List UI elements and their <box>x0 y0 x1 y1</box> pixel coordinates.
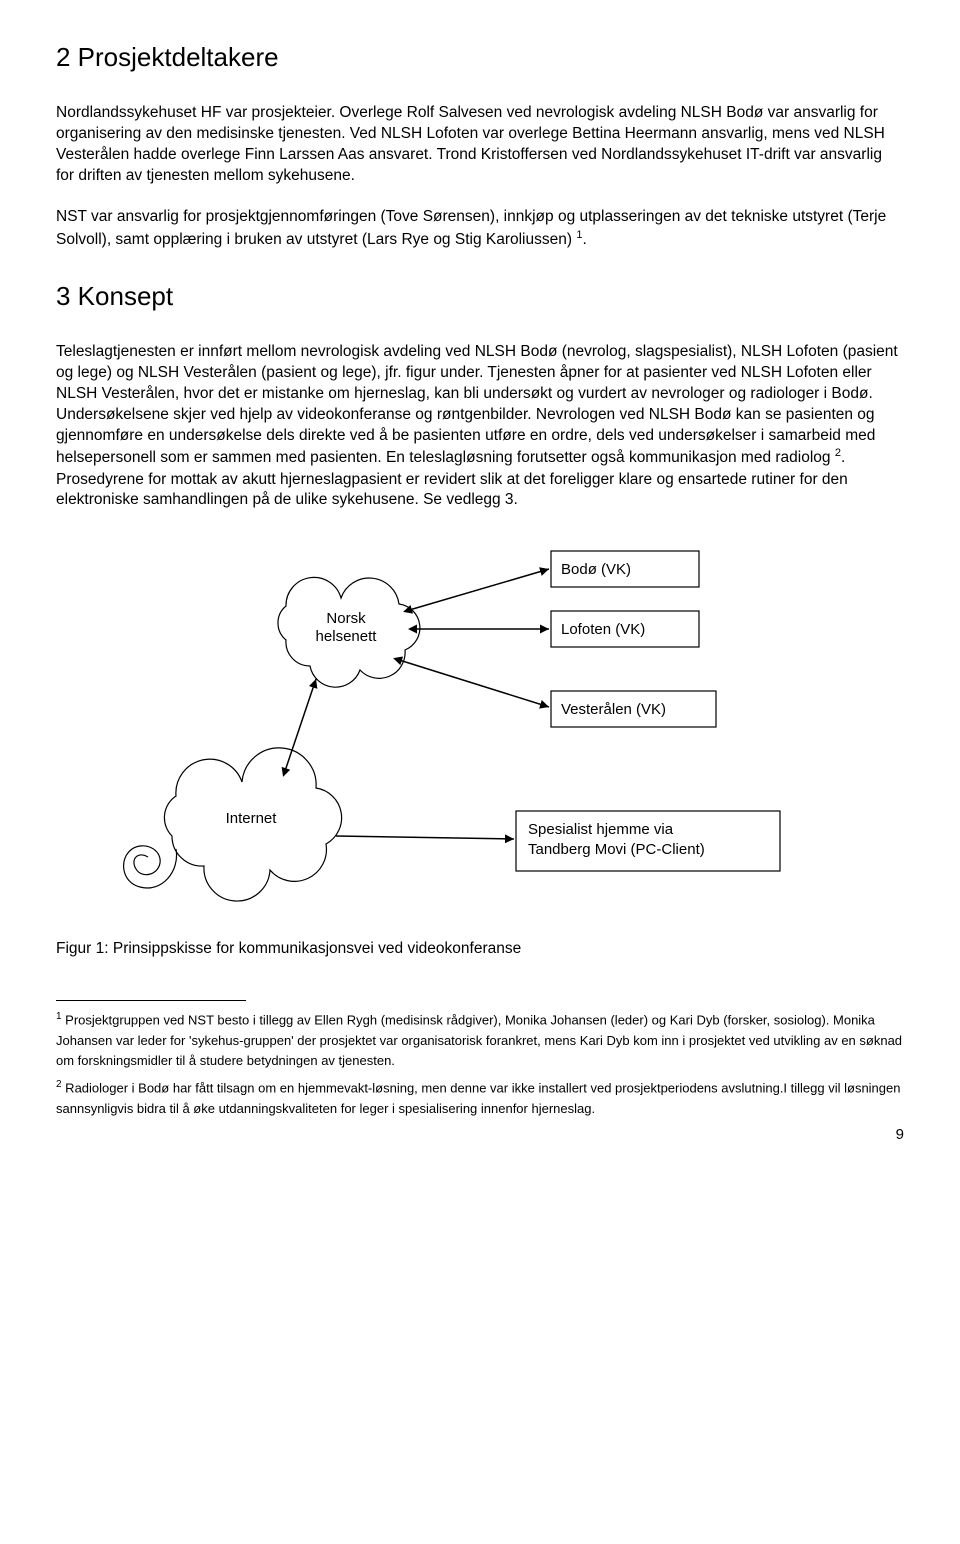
section-2-heading: 2 Prosjektdeltakere <box>56 40 904 75</box>
footnote-2: 2 Radiologer i Bodø har fått tilsagn om … <box>56 1077 904 1119</box>
cloud-internet: Internet <box>124 748 342 901</box>
cloud-norsk-helsenett: Norsk helsenett <box>278 578 420 688</box>
footnote-1-text: Prosjektgruppen ved NST besto i tillegg … <box>56 1013 902 1068</box>
section-3-heading: 3 Konsept <box>56 279 904 314</box>
arrow-cloud1-bodo <box>406 569 549 611</box>
section-2-paragraph-2: NST var ansvarlig for prosjektgjennomfør… <box>56 207 904 251</box>
box-lofoten-label: Lofoten (VK) <box>561 621 645 638</box>
s3p1-text-a: Teleslagtjenesten er innført mellom nevr… <box>56 343 898 467</box>
arrow-cloud2-spesialist <box>336 836 514 839</box>
cloud1-label-l1: Norsk <box>326 610 366 627</box>
box-vesteralen-label: Vesterålen (VK) <box>561 701 666 718</box>
s2p2-text-b: . <box>582 231 586 248</box>
box-bodo-label: Bodø (VK) <box>561 561 631 578</box>
footnote-1: 1 Prosjektgruppen ved NST besto i tilleg… <box>56 1009 904 1071</box>
cloud1-label-l2: helsenett <box>316 628 378 645</box>
footnote-2-text: Radiologer i Bodø har fått tilsagn om en… <box>56 1080 900 1115</box>
section-3-paragraph-1: Teleslagtjenesten er innført mellom nevr… <box>56 342 904 512</box>
concept-diagram: Norsk helsenett Internet Bodø (VK) Lofot… <box>56 531 904 931</box>
cloud2-label: Internet <box>226 810 278 827</box>
arrow-cloud1-vesteralen <box>396 659 549 707</box>
section-2-paragraph-1: Nordlandssykehuset HF var prosjekteier. … <box>56 103 904 187</box>
box-spesialist-l1: Spesialist hjemme via <box>528 821 674 838</box>
page-number: 9 <box>56 1125 904 1145</box>
footnotes-separator <box>56 1000 246 1001</box>
figure-1-caption: Figur 1: Prinsippskisse for kommunikasjo… <box>56 939 904 960</box>
box-spesialist-l2: Tandberg Movi (PC-Client) <box>528 841 705 858</box>
s2p2-text-a: NST var ansvarlig for prosjektgjennomfør… <box>56 208 886 248</box>
